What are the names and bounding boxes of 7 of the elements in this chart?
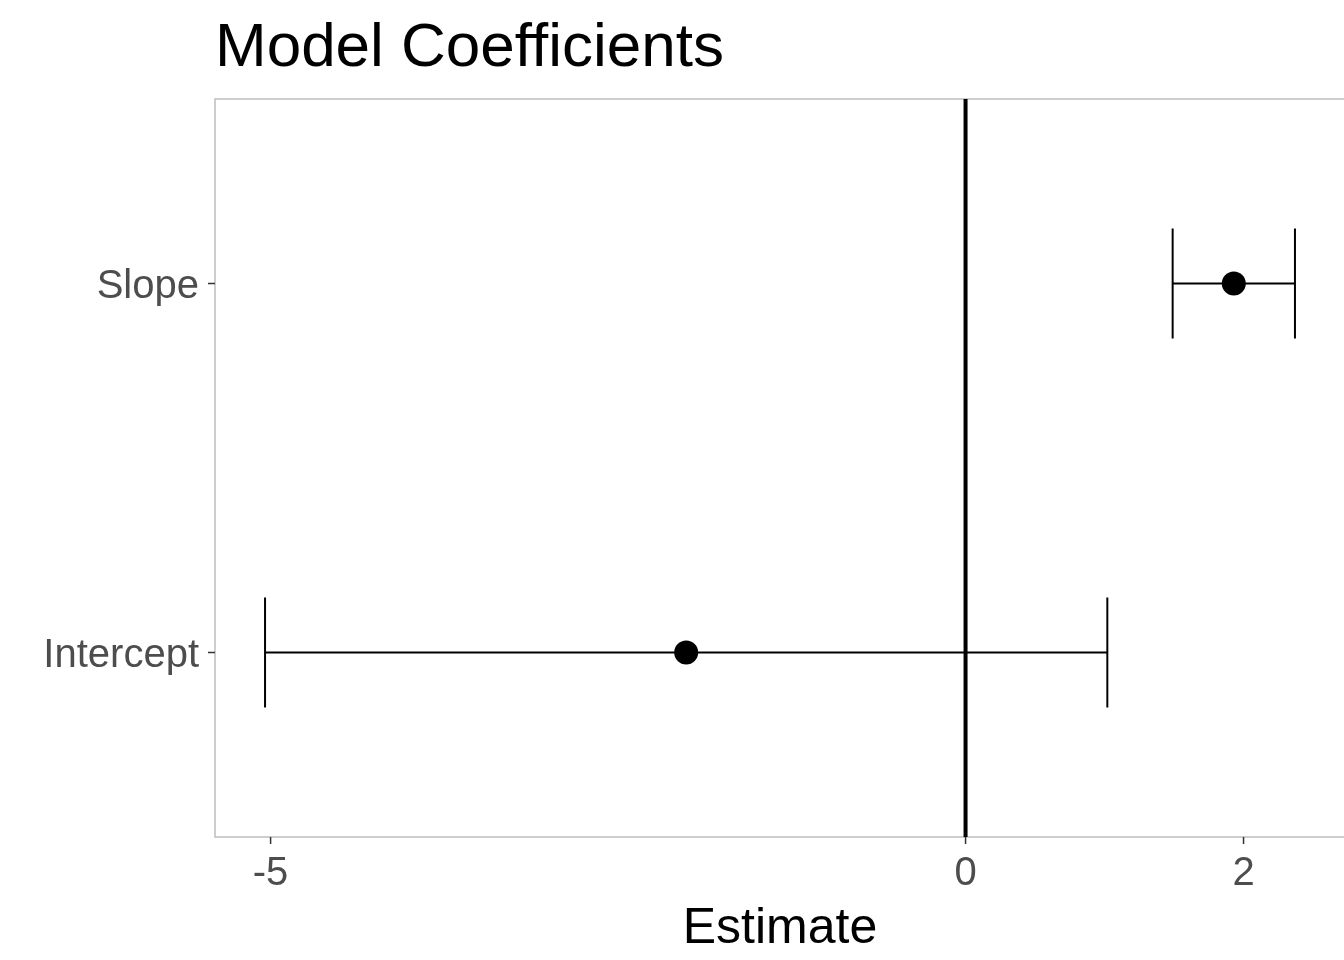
chart-title: Model Coefficients [215,10,724,79]
y-tick-label: Slope [96,261,199,306]
x-axis-title: Estimate [682,898,878,954]
x-tick-label: -5 [252,849,289,893]
y-tick-label: Intercept [43,630,199,675]
x-tick-label: 2 [1232,849,1255,893]
x-tick-label: 0 [954,849,977,893]
